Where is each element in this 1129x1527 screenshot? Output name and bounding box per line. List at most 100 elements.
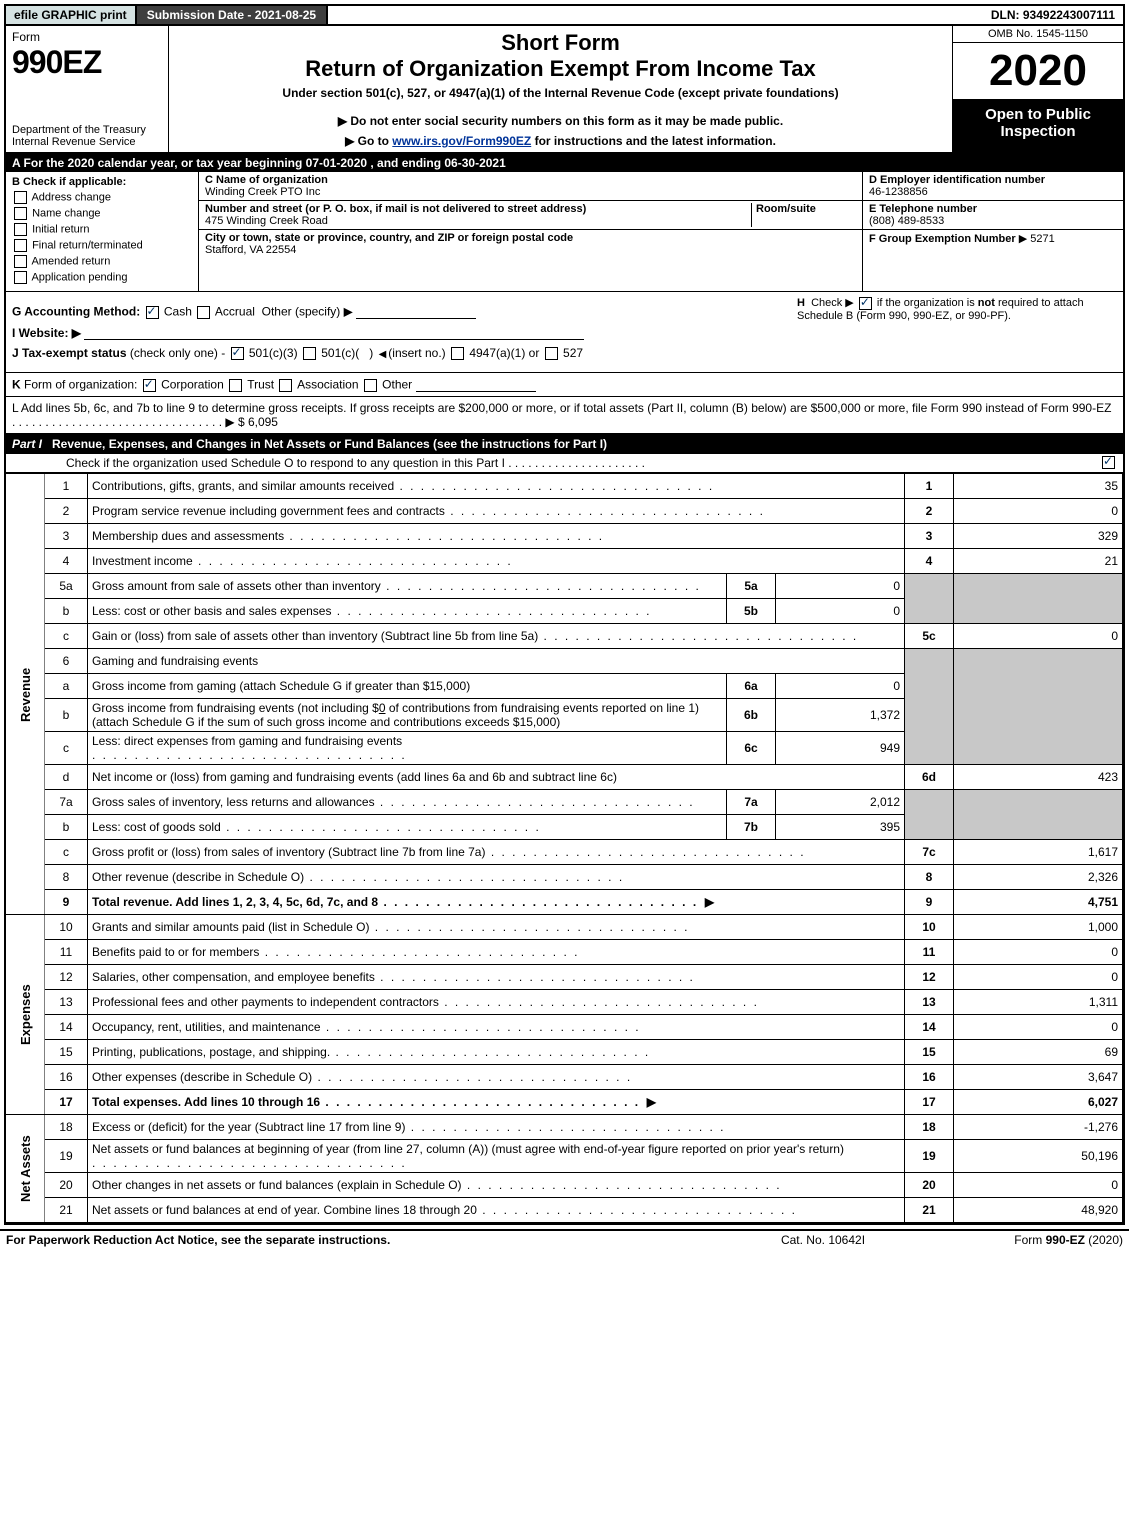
irs-link[interactable]: www.irs.gov/Form990EZ bbox=[392, 134, 531, 148]
other-method-input[interactable] bbox=[356, 304, 476, 319]
row-k: K Form of organization: Corporation Trus… bbox=[6, 373, 1123, 397]
cb-final-return[interactable]: Final return/terminated bbox=[12, 239, 192, 252]
phone-label: E Telephone number bbox=[869, 203, 977, 215]
title-short-form: Short Form bbox=[175, 30, 946, 56]
line-11: 11Benefits paid to or for members 110 bbox=[6, 940, 1123, 965]
box-c: C Name of organization Winding Creek PTO… bbox=[199, 172, 862, 291]
cb-h-not-required[interactable] bbox=[859, 297, 872, 310]
top-bar: efile GRAPHIC print Submission Date - 20… bbox=[6, 6, 1123, 26]
form-header: Form 990EZ Department of the Treasury In… bbox=[6, 26, 1123, 154]
box-h: H Check ▶ if the organization is not req… bbox=[797, 296, 1117, 322]
line-15: 15Printing, publications, postage, and s… bbox=[6, 1040, 1123, 1065]
city-state-zip: Stafford, VA 22554 bbox=[205, 244, 296, 256]
line-5a: 5aGross amount from sale of assets other… bbox=[6, 574, 1123, 599]
line-2: 2Program service revenue including gover… bbox=[6, 499, 1123, 524]
line-7a: 7aGross sales of inventory, less returns… bbox=[6, 790, 1123, 815]
row-i: I Website: ▶ bbox=[12, 325, 1117, 340]
tax-year: 2020 bbox=[953, 43, 1123, 100]
phone-value: (808) 489-8533 bbox=[869, 215, 944, 227]
box-def: D Employer identification number 46-1238… bbox=[862, 172, 1123, 291]
line-6: 6Gaming and fundraising events bbox=[6, 649, 1123, 674]
row-j: J Tax-exempt status (check only one) - 5… bbox=[12, 346, 1117, 360]
line-3: 3Membership dues and assessments 3329 bbox=[6, 524, 1123, 549]
footer-center: Cat. No. 10642I bbox=[723, 1233, 923, 1247]
title-return: Return of Organization Exempt From Incom… bbox=[175, 56, 946, 82]
link-prefix: ▶ Go to bbox=[345, 134, 392, 148]
cb-4947[interactable] bbox=[451, 347, 464, 360]
line-20: 20Other changes in net assets or fund ba… bbox=[6, 1173, 1123, 1198]
part-i-title: Revenue, Expenses, and Changes in Net As… bbox=[52, 437, 607, 451]
addr-label: Number and street (or P. O. box, if mail… bbox=[205, 203, 586, 215]
cb-initial-return[interactable]: Initial return bbox=[12, 223, 192, 236]
part-i-label: Part I bbox=[12, 437, 52, 451]
website-input[interactable] bbox=[84, 325, 584, 340]
org-name: Winding Creek PTO Inc bbox=[205, 186, 320, 198]
line-21: 21Net assets or fund balances at end of … bbox=[6, 1198, 1123, 1223]
line-13: 13Professional fees and other payments t… bbox=[6, 990, 1123, 1015]
omb-number: OMB No. 1545-1150 bbox=[953, 26, 1123, 43]
line-16: 16Other expenses (describe in Schedule O… bbox=[6, 1065, 1123, 1090]
footer-left: For Paperwork Reduction Act Notice, see … bbox=[6, 1233, 723, 1247]
public-inspection-badge: Open to Public Inspection bbox=[953, 100, 1123, 152]
cb-corporation[interactable] bbox=[143, 379, 156, 392]
ein-label: D Employer identification number bbox=[869, 174, 1045, 186]
footer-right: Form 990-EZ (2020) bbox=[923, 1233, 1123, 1247]
line-6d: dNet income or (loss) from gaming and fu… bbox=[6, 765, 1123, 790]
link-suffix: for instructions and the latest informat… bbox=[531, 134, 776, 148]
subtitle: Under section 501(c), 527, or 4947(a)(1)… bbox=[175, 86, 946, 100]
room-label: Room/suite bbox=[756, 203, 816, 215]
cb-schedule-o[interactable] bbox=[1102, 456, 1115, 469]
block-ghij: H Check ▶ if the organization is not req… bbox=[6, 292, 1123, 373]
line-12: 12Salaries, other compensation, and empl… bbox=[6, 965, 1123, 990]
line-10: Expenses 10Grants and similar amounts pa… bbox=[6, 915, 1123, 940]
city-label: City or town, state or province, country… bbox=[205, 232, 573, 244]
cb-name-change[interactable]: Name change bbox=[12, 207, 192, 220]
line-5c: cGain or (loss) from sale of assets othe… bbox=[6, 624, 1123, 649]
line-14: 14Occupancy, rent, utilities, and mainte… bbox=[6, 1015, 1123, 1040]
side-expenses: Expenses bbox=[6, 915, 45, 1115]
dept-treasury: Department of the Treasury bbox=[12, 124, 162, 136]
cb-application-pending[interactable]: Application pending bbox=[12, 271, 192, 284]
cb-address-change[interactable]: Address change bbox=[12, 191, 192, 204]
efile-badge: efile GRAPHIC print bbox=[6, 6, 137, 24]
side-revenue: Revenue bbox=[6, 474, 45, 915]
cb-trust[interactable] bbox=[229, 379, 242, 392]
row-l: L Add lines 5b, 6c, and 7b to line 9 to … bbox=[6, 397, 1123, 434]
cb-501c[interactable] bbox=[303, 347, 316, 360]
line-9: 9Total revenue. Add lines 1, 2, 3, 4, 5c… bbox=[6, 890, 1123, 915]
line-7c: cGross profit or (loss) from sales of in… bbox=[6, 840, 1123, 865]
line-19: 19Net assets or fund balances at beginni… bbox=[6, 1140, 1123, 1173]
ssn-note: ▶ Do not enter social security numbers o… bbox=[175, 114, 946, 128]
line-1: Revenue 1 Contributions, gifts, grants, … bbox=[6, 474, 1123, 499]
group-exempt-value: ▶ 5271 bbox=[1019, 233, 1055, 245]
org-name-label: C Name of organization bbox=[205, 174, 328, 186]
side-net-assets: Net Assets bbox=[6, 1115, 45, 1223]
dln-number: DLN: 93492243007111 bbox=[983, 6, 1123, 24]
cb-other-org[interactable] bbox=[364, 379, 377, 392]
cb-527[interactable] bbox=[545, 347, 558, 360]
cb-amended-return[interactable]: Amended return bbox=[12, 255, 192, 268]
cb-accrual[interactable] bbox=[197, 306, 210, 319]
box-b-header: B Check if applicable: bbox=[12, 176, 192, 188]
line-8: 8Other revenue (describe in Schedule O) … bbox=[6, 865, 1123, 890]
dept-irs: Internal Revenue Service bbox=[12, 136, 162, 148]
line-18: Net Assets 18Excess or (deficit) for the… bbox=[6, 1115, 1123, 1140]
submission-date: Submission Date - 2021-08-25 bbox=[137, 6, 328, 24]
page-footer: For Paperwork Reduction Act Notice, see … bbox=[0, 1229, 1129, 1249]
cb-cash[interactable] bbox=[146, 306, 159, 319]
form-container: efile GRAPHIC print Submission Date - 20… bbox=[4, 4, 1125, 1225]
lines-table: Revenue 1 Contributions, gifts, grants, … bbox=[6, 473, 1123, 1223]
cb-association[interactable] bbox=[279, 379, 292, 392]
part-i-check-row: Check if the organization used Schedule … bbox=[6, 454, 1123, 473]
form-label: Form bbox=[12, 30, 162, 44]
form-number: 990EZ bbox=[12, 44, 162, 81]
box-b: B Check if applicable: Address change Na… bbox=[6, 172, 199, 291]
line-17: 17Total expenses. Add lines 10 through 1… bbox=[6, 1090, 1123, 1115]
street-address: 475 Winding Creek Road bbox=[205, 215, 328, 227]
ein-value: 46-1238856 bbox=[869, 186, 928, 198]
part-i-header: Part I Revenue, Expenses, and Changes in… bbox=[6, 434, 1123, 454]
instructions-link-row: ▶ Go to www.irs.gov/Form990EZ for instru… bbox=[175, 134, 946, 148]
entity-block: B Check if applicable: Address change Na… bbox=[6, 172, 1123, 292]
cb-501c3[interactable] bbox=[231, 347, 244, 360]
row-a-tax-year: A For the 2020 calendar year, or tax yea… bbox=[6, 154, 1123, 172]
